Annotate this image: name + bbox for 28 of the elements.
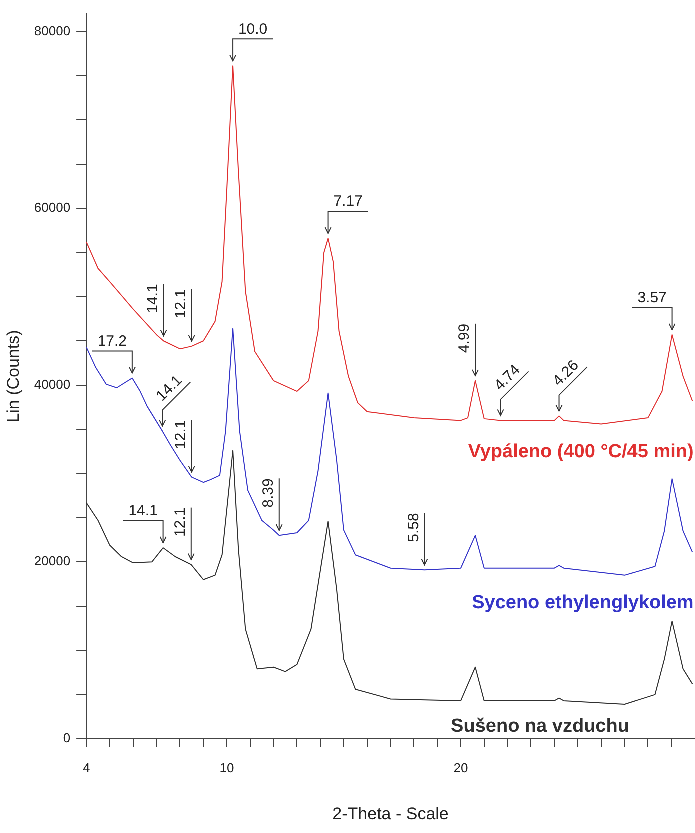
y-tick-label: 40000	[34, 376, 71, 392]
x-tick-label: 4	[82, 760, 90, 776]
annotation: 8.39	[260, 478, 278, 508]
y-tick-label: 20000	[34, 554, 71, 569]
annotation: 17.2	[98, 332, 128, 350]
annotation: 3.57	[638, 290, 667, 307]
x-tick-label: 10	[220, 760, 234, 776]
y-tick-label: 60000	[34, 200, 71, 216]
y-axis-title: Lin (Counts)	[4, 330, 23, 423]
y-tick-label: 0	[63, 730, 71, 746]
annotation: 10.0	[238, 20, 268, 38]
annotation: 4.99	[456, 324, 474, 354]
series-label: Vypáleno (400 °C/45 min)	[468, 441, 694, 462]
y-tick-label: 80000	[34, 23, 71, 38]
x-tick-label: 20	[454, 760, 468, 776]
annotation: 4.74	[491, 361, 524, 394]
annotation: 4.26	[550, 357, 582, 390]
x-axis-title: 2-Theta - Scale	[332, 804, 449, 824]
annotation: 14.1	[128, 502, 158, 520]
annotation: 12.1	[172, 420, 190, 450]
annotation: 14.1	[144, 284, 162, 314]
series-label: Syceno ethylenglykolem	[472, 592, 694, 614]
annotation: 14.1	[153, 372, 186, 405]
annotation: 5.58	[405, 513, 422, 542]
annotation: 12.1	[172, 508, 190, 538]
series-label: Sušeno na vzduchu	[451, 716, 630, 738]
annotation: 7.17	[334, 193, 363, 210]
annotation: 12.1	[172, 289, 190, 319]
